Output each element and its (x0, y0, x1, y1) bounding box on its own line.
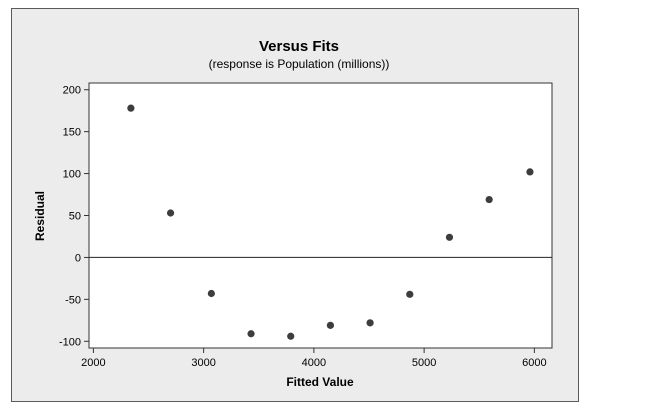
x-axis-label: Fitted Value (286, 375, 354, 389)
data-point (207, 289, 215, 298)
data-point (526, 168, 534, 176)
data-point (166, 209, 175, 217)
x-tick-label: 3000 (191, 357, 215, 369)
y-tick-label: 100 (63, 169, 81, 181)
data-point (406, 290, 414, 298)
x-tick-label: 2000 (81, 357, 105, 369)
x-tick-label: 6000 (522, 357, 546, 369)
data-point (247, 330, 255, 338)
x-tick-label: 5000 (412, 357, 436, 369)
data-point (287, 332, 295, 340)
y-tick-label: 150 (63, 127, 81, 139)
y-tick-label: 200 (63, 85, 81, 97)
data-point (485, 195, 493, 204)
data-point (326, 321, 335, 329)
chart-subtitle: (response is Population (millions)) (209, 57, 390, 71)
plot-area (88, 82, 553, 349)
y-tick-label: 0 (75, 252, 81, 264)
y-tick-label: 50 (69, 211, 81, 223)
y-axis-label: Residual (33, 191, 47, 241)
y-tick-label: -50 (65, 294, 81, 306)
data-points (127, 104, 534, 340)
data-point (127, 104, 135, 112)
data-point (366, 319, 374, 327)
axis-ticks: 2000 3000 4000 5000 6000 -100 -50 0 50 100 150 200 (59, 85, 547, 369)
data-point (445, 233, 454, 241)
x-tick-label: 4000 (302, 357, 326, 369)
chart-title: Versus Fits (259, 38, 339, 55)
y-tick-label: -100 (59, 336, 81, 348)
